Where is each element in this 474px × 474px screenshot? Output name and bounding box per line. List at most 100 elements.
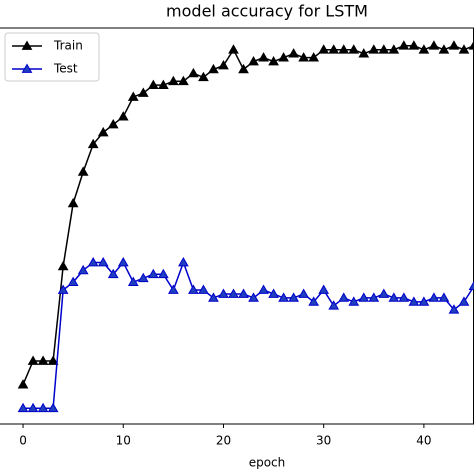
point-marker [428, 40, 440, 50]
point-marker [248, 56, 259, 66]
point-marker [117, 256, 129, 267]
point-marker [448, 40, 460, 50]
point-marker [37, 402, 49, 413]
chart-title: model accuracy for LSTM [166, 2, 368, 21]
legend-label: Test [53, 62, 78, 76]
point-marker [77, 264, 89, 275]
point-marker [248, 292, 259, 302]
point-marker [278, 292, 289, 302]
point-marker [218, 288, 229, 298]
point-marker [107, 119, 119, 129]
point-marker [27, 355, 39, 365]
point-marker [198, 71, 209, 82]
point-marker [27, 402, 39, 413]
point-marker [198, 284, 209, 294]
point-marker [57, 260, 69, 271]
point-marker [358, 292, 370, 302]
plot-frame [0, 27, 474, 425]
point-marker [348, 44, 360, 54]
point-marker [288, 48, 299, 58]
legend-marker [21, 63, 33, 73]
point-marker [318, 284, 330, 294]
point-marker [318, 44, 330, 54]
point-marker [328, 44, 340, 54]
point-marker [368, 44, 380, 54]
point-marker [308, 296, 320, 306]
point-marker [208, 292, 219, 302]
point-marker [218, 59, 229, 70]
point-marker [428, 292, 440, 302]
point-marker [178, 75, 189, 86]
point-marker [408, 40, 420, 50]
point-marker [147, 268, 159, 279]
point-marker [448, 304, 460, 314]
point-marker [298, 288, 310, 298]
point-marker [398, 292, 410, 302]
point-marker [67, 197, 79, 208]
point-marker [298, 52, 310, 62]
point-marker [468, 40, 474, 50]
point-marker [358, 48, 370, 58]
point-marker [268, 288, 279, 298]
point-marker [398, 40, 410, 50]
point-marker [238, 288, 249, 298]
x-axis-label: epoch [249, 456, 286, 470]
point-marker [338, 44, 350, 54]
series-line [23, 260, 474, 409]
point-marker [137, 272, 149, 283]
point-marker [127, 91, 139, 101]
point-marker [168, 75, 179, 86]
point-marker [368, 292, 380, 302]
point-marker [107, 268, 119, 279]
point-marker [328, 300, 340, 310]
point-marker [67, 276, 79, 287]
point-marker [258, 52, 269, 62]
x-tick-label: 0 [19, 434, 27, 448]
point-marker [117, 111, 129, 121]
point-marker [238, 63, 249, 74]
point-marker [97, 256, 109, 267]
legend-marker [21, 40, 33, 50]
point-marker [338, 292, 350, 302]
x-tick-label: 30 [316, 434, 331, 448]
point-marker [228, 44, 239, 54]
point-marker [458, 296, 470, 306]
point-marker [308, 52, 320, 62]
point-marker [87, 256, 99, 267]
point-marker [77, 166, 89, 176]
point-marker [458, 44, 470, 54]
point-marker [137, 87, 149, 97]
point-marker [388, 44, 400, 54]
point-marker [268, 56, 279, 66]
point-marker [188, 284, 199, 294]
point-marker [178, 256, 189, 267]
point-marker [97, 126, 109, 137]
point-marker [378, 288, 390, 298]
point-marker [348, 296, 360, 306]
legend-label: Train [53, 39, 83, 53]
point-marker [127, 276, 139, 287]
point-marker [228, 288, 239, 298]
point-marker [438, 292, 450, 302]
legend-box [4, 32, 100, 82]
point-marker [188, 67, 199, 78]
point-marker [47, 402, 59, 413]
point-marker [278, 52, 289, 62]
point-marker [438, 44, 450, 54]
point-marker [147, 79, 159, 90]
point-marker [157, 268, 169, 279]
point-marker [17, 379, 29, 389]
x-tick-label: 20 [216, 434, 231, 448]
point-marker [208, 63, 219, 74]
point-marker [288, 292, 299, 302]
point-marker [37, 355, 49, 365]
point-marker [17, 402, 29, 413]
series-line [22, 44, 474, 385]
point-marker [57, 284, 69, 294]
point-marker [418, 44, 430, 54]
point-marker [157, 79, 169, 90]
x-tick-label: 40 [416, 434, 431, 448]
point-marker [418, 296, 430, 306]
point-marker [168, 284, 179, 294]
